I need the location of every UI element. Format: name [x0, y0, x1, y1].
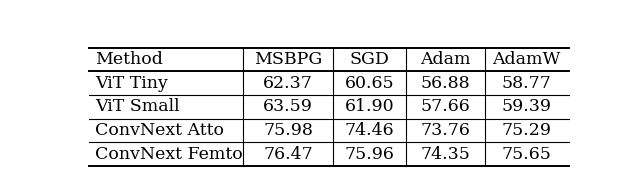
Text: 75.96: 75.96	[345, 146, 395, 163]
Text: MSBPG: MSBPG	[254, 51, 323, 68]
Text: 73.76: 73.76	[420, 122, 470, 139]
Text: ViT Small: ViT Small	[95, 98, 179, 115]
Text: SGD: SGD	[350, 51, 390, 68]
Text: 76.47: 76.47	[263, 146, 313, 163]
Text: 74.46: 74.46	[345, 122, 395, 139]
Text: 57.66: 57.66	[420, 98, 470, 115]
Text: AdamW: AdamW	[493, 51, 561, 68]
Text: ConvNext Atto: ConvNext Atto	[95, 122, 224, 139]
Text: 59.39: 59.39	[502, 98, 552, 115]
Text: ViT Tiny: ViT Tiny	[95, 75, 168, 92]
Text: 60.65: 60.65	[345, 75, 395, 92]
Text: 58.77: 58.77	[502, 75, 552, 92]
Text: 74.35: 74.35	[420, 146, 470, 163]
Text: Adam: Adam	[420, 51, 471, 68]
Text: 75.29: 75.29	[502, 122, 552, 139]
Text: Method: Method	[95, 51, 163, 68]
Text: ConvNext Femto: ConvNext Femto	[95, 146, 243, 163]
Text: 62.37: 62.37	[263, 75, 313, 92]
Text: 75.98: 75.98	[263, 122, 313, 139]
Text: 61.90: 61.90	[345, 98, 395, 115]
Text: 63.59: 63.59	[263, 98, 313, 115]
Text: 75.65: 75.65	[502, 146, 552, 163]
Text: 56.88: 56.88	[421, 75, 470, 92]
